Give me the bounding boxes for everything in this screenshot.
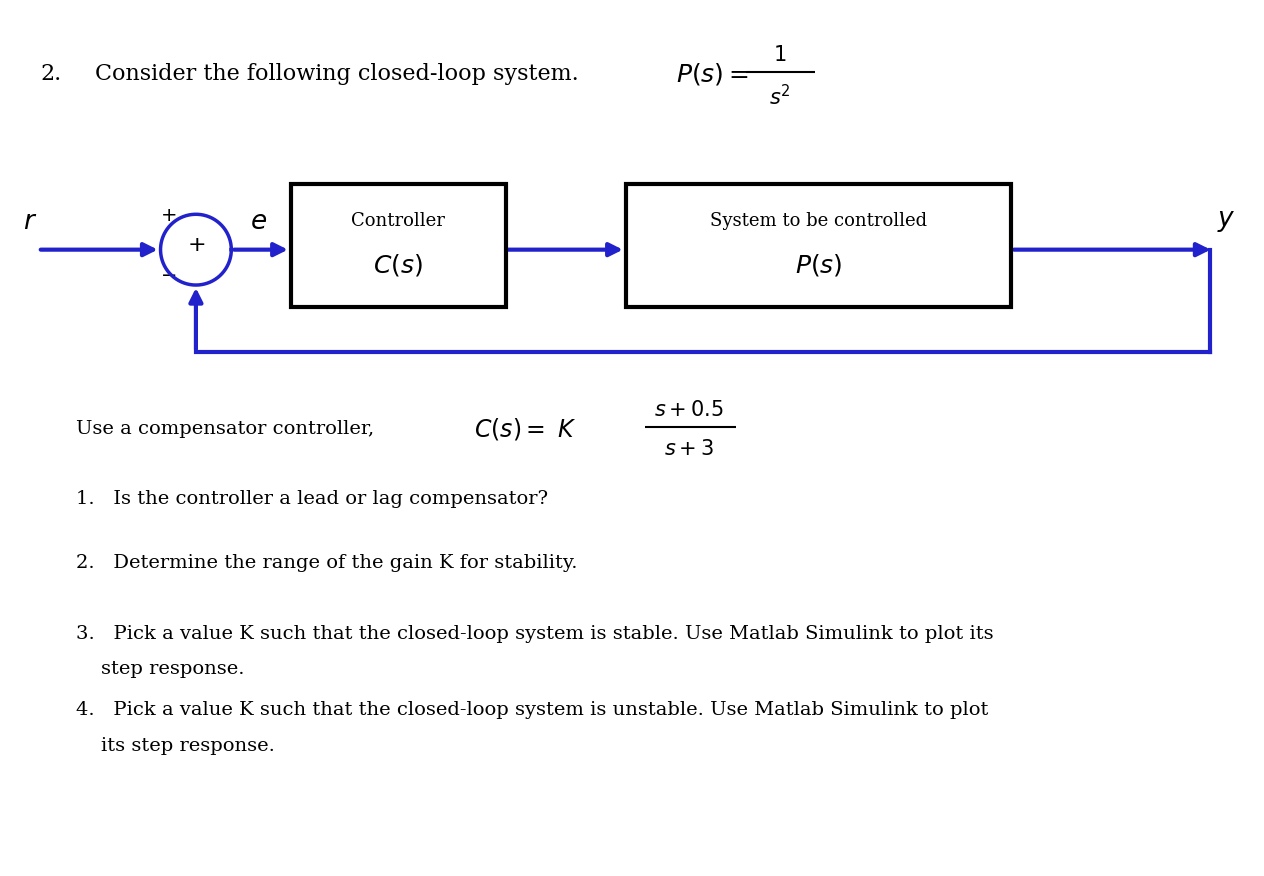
Text: $s+3$: $s+3$ — [664, 439, 714, 458]
Text: Consider the following closed-loop system.: Consider the following closed-loop syste… — [95, 63, 579, 86]
Text: $e$: $e$ — [250, 208, 267, 234]
Bar — [291, 184, 506, 307]
Text: $+$: $+$ — [161, 208, 176, 225]
Text: its step response.: its step response. — [101, 737, 276, 754]
Text: $P(s){=}$: $P(s){=}$ — [676, 61, 750, 88]
Text: 2.: 2. — [40, 63, 62, 86]
Text: $C(s){=}\ K$: $C(s){=}\ K$ — [474, 416, 576, 442]
Text: 2.   Determine the range of the gain K for stability.: 2. Determine the range of the gain K for… — [76, 555, 578, 572]
Text: System to be controlled: System to be controlled — [710, 212, 927, 230]
Text: $P(s)$: $P(s)$ — [795, 251, 842, 278]
Text: 3.   Pick a value K such that the closed-loop system is stable. Use Matlab Simul: 3. Pick a value K such that the closed-l… — [76, 625, 994, 643]
Text: $r$: $r$ — [23, 208, 37, 234]
Text: step response.: step response. — [101, 660, 245, 678]
Text: $y$: $y$ — [1217, 208, 1236, 234]
Text: $+$: $+$ — [187, 234, 205, 257]
Text: Controller: Controller — [351, 212, 445, 230]
Text: $-$: $-$ — [161, 265, 176, 283]
Bar — [626, 184, 1011, 307]
Text: 4.   Pick a value K such that the closed-loop system is unstable. Use Matlab Sim: 4. Pick a value K such that the closed-l… — [76, 702, 988, 719]
Text: $C(s)$: $C(s)$ — [373, 251, 423, 278]
Text: $s+0.5$: $s+0.5$ — [653, 400, 724, 420]
Text: 1.   Is the controller a lead or lag compensator?: 1. Is the controller a lead or lag compe… — [76, 491, 549, 508]
Text: $s^2$: $s^2$ — [769, 84, 791, 109]
Text: $1$: $1$ — [774, 46, 786, 65]
Text: Use a compensator controller,: Use a compensator controller, — [76, 420, 374, 438]
